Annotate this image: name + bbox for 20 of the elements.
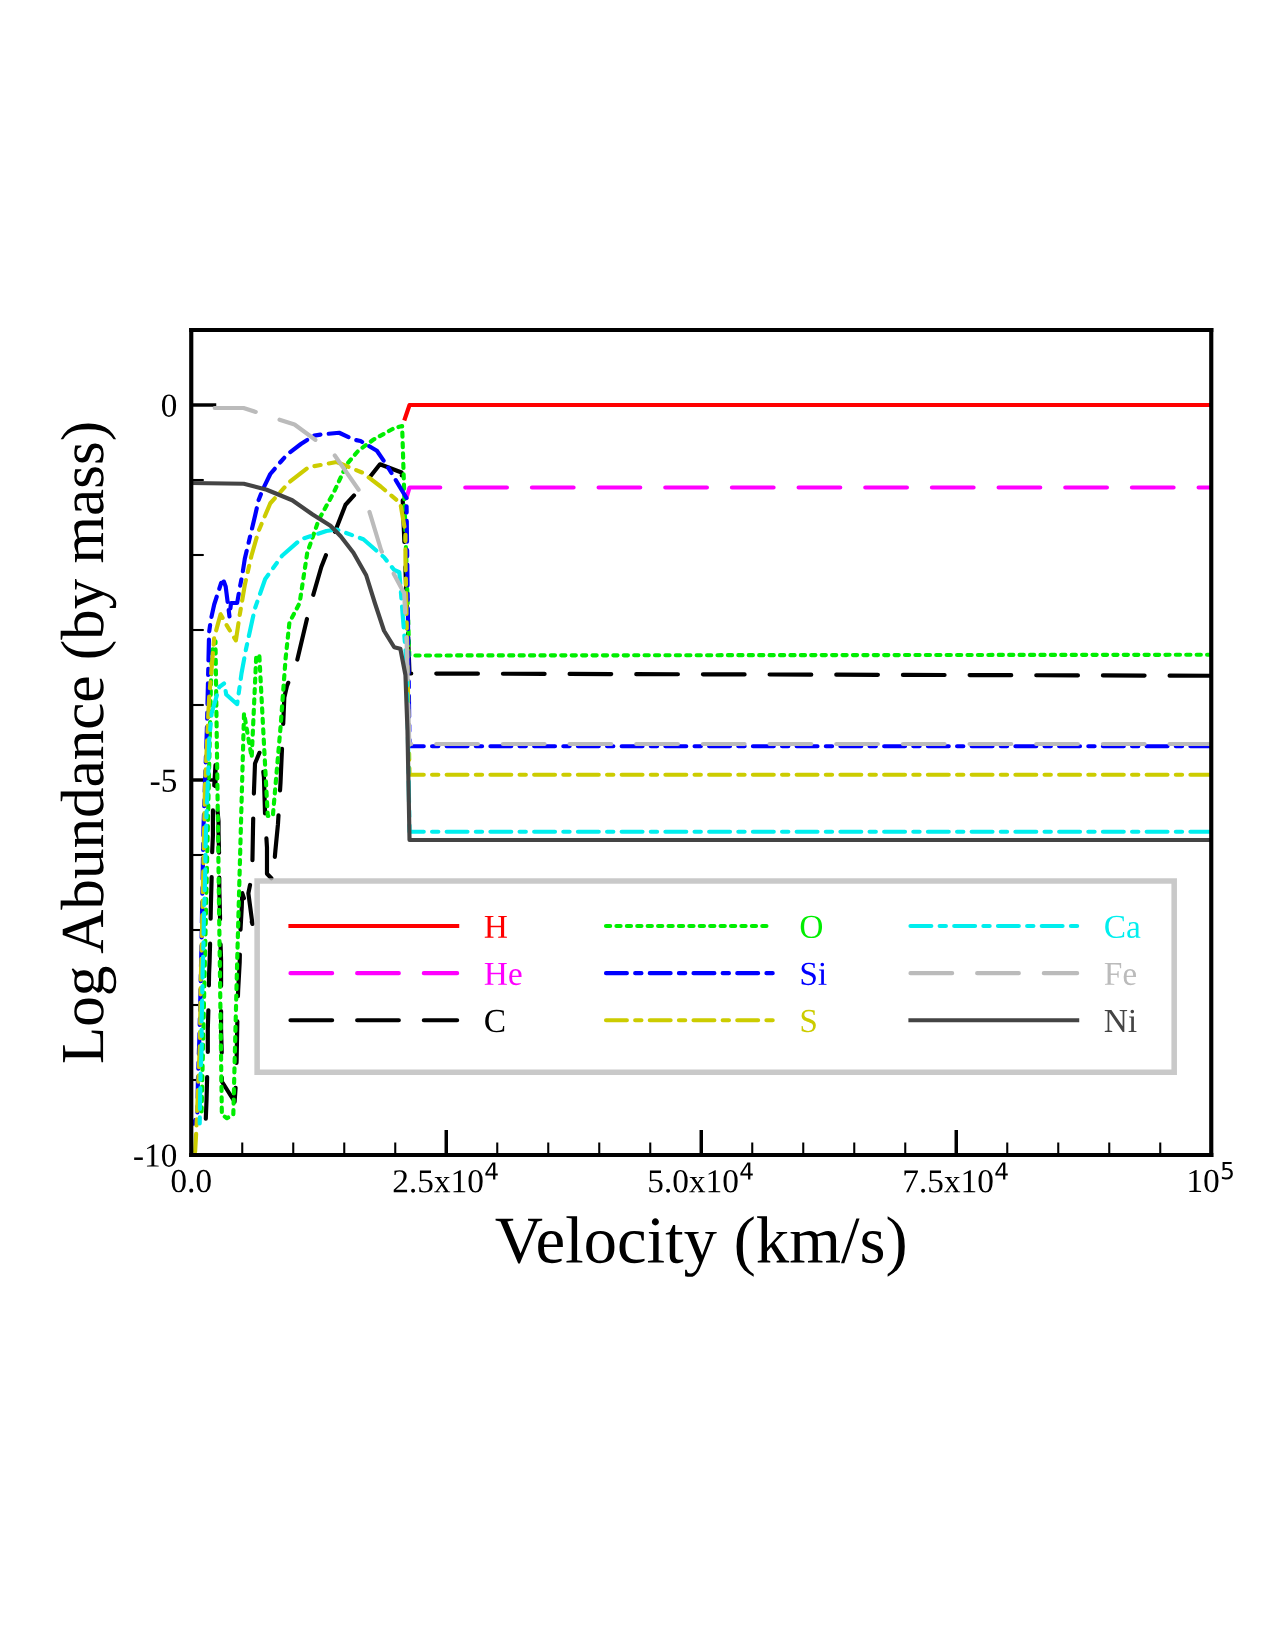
text: C xyxy=(485,1009,505,1033)
x-tick-label: 2.5x10$^{4}$ xyxy=(393,1162,498,1193)
y-axis-title: Log Abundance (by mass) xyxy=(60,423,117,1063)
text: Ni xyxy=(1104,1009,1137,1032)
text: Fe xyxy=(1104,962,1136,986)
text: Si xyxy=(801,962,827,986)
text: S xyxy=(801,1009,816,1033)
text: O xyxy=(800,915,823,939)
x-axis-title: Velocity (km/s) xyxy=(495,1216,905,1277)
text: He xyxy=(484,962,522,986)
y-tick-label: -10 xyxy=(134,1144,177,1167)
x-tick-label: 0.0 xyxy=(171,1169,211,1193)
line-series xyxy=(191,480,1212,843)
x-tick-label: 7.5x10$^{4}$ xyxy=(904,1162,1008,1193)
y-tick-label: 0 xyxy=(161,394,177,417)
text: Ca xyxy=(1105,915,1141,939)
y-tick-label: -5 xyxy=(150,769,177,792)
x-tick-label: 5.0x10$^{4}$ xyxy=(649,1162,753,1193)
x-tick-label: 10$^{5}$ xyxy=(1189,1162,1233,1193)
text: H xyxy=(484,915,507,938)
